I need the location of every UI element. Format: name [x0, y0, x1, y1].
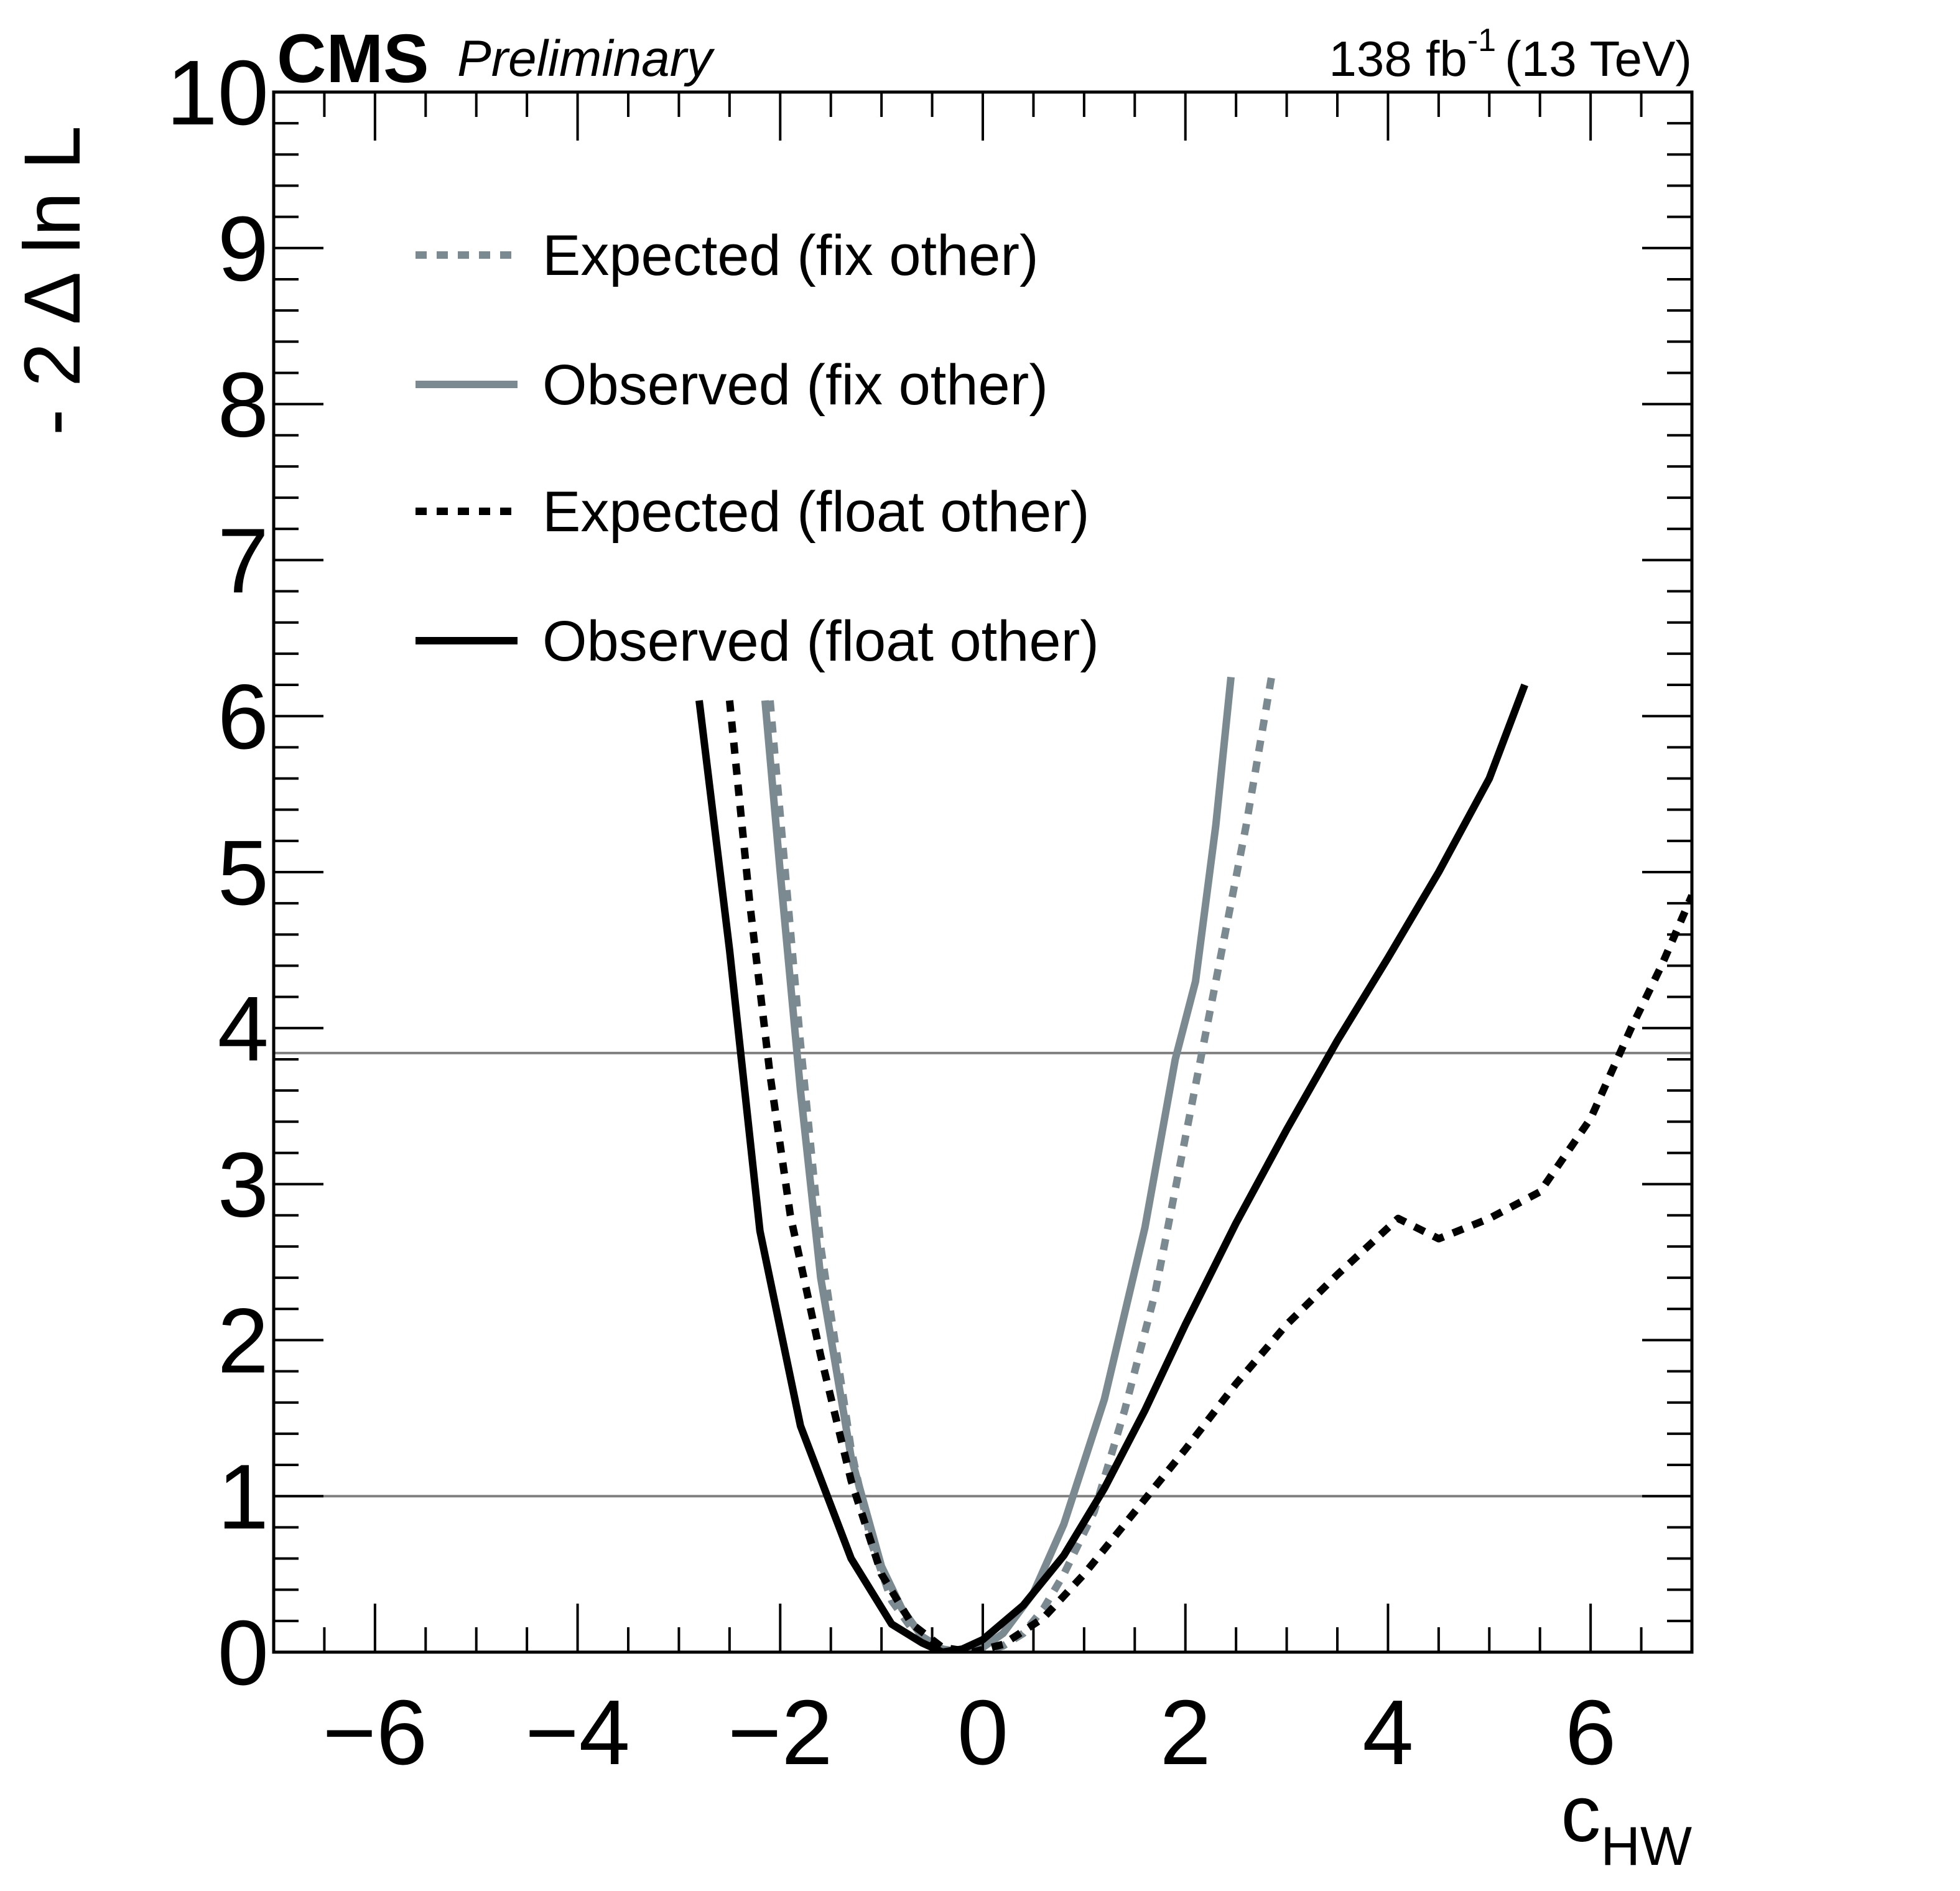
lumi-value: 138 fb [1329, 31, 1467, 86]
x-tick-label: 4 [1362, 1681, 1413, 1784]
y-tick-label: 10 [166, 42, 269, 144]
axis-ticks [272, 91, 1693, 1653]
chart-header: CMS Preliminary 138 fb-1 (13 TeV) [277, 21, 1692, 97]
y-tick-label: 5 [218, 822, 269, 924]
y-tick-label: 1 [218, 1446, 269, 1548]
energy-label: (13 TeV) [1505, 31, 1692, 86]
y-tick-label: 9 [218, 198, 269, 300]
y-tick-label: 8 [218, 354, 269, 457]
y-tick-label: 3 [218, 1134, 269, 1237]
x-tick-label: 0 [957, 1681, 1008, 1784]
x-tick-label: 6 [1565, 1681, 1616, 1784]
x-tick-label: 2 [1160, 1681, 1211, 1784]
y-tick-label: 0 [218, 1602, 269, 1704]
plot-area: −6 −4 −2 0 2 4 6 0 1 2 3 4 5 6 7 8 9 10 [166, 42, 1694, 1784]
y-tick-label: 6 [218, 666, 269, 768]
y-tick-label: 4 [218, 978, 269, 1080]
x-axis-title-main: c [1561, 1770, 1600, 1859]
lumi-label: 138 fb-1 (13 TeV) [1329, 22, 1692, 86]
x-tick-labels: −6 −4 −2 0 2 4 6 [322, 1681, 1616, 1784]
x-axis-title: cHW [1561, 1770, 1692, 1877]
series-line-4 [695, 683, 1528, 1652]
x-tick-label: −6 [322, 1681, 427, 1784]
legend-label-3: Expected (float other) [542, 480, 1090, 544]
x-tick-label: −2 [728, 1681, 833, 1784]
legend: Expected (fix other) Observed (fix other)… [416, 224, 1099, 673]
legend-label-4: Observed (float other) [542, 610, 1099, 673]
y-axis-title: - 2 Δ ln L [8, 126, 97, 435]
series-layer [695, 676, 1692, 1652]
legend-label-1: Expected (fix other) [542, 224, 1039, 287]
series-line-3 [725, 700, 1692, 1652]
reference-lines [274, 1051, 1692, 1498]
legend-label-2: Observed (fix other) [542, 353, 1048, 417]
x-axis-title-subscript: HW [1600, 1815, 1692, 1877]
y-tick-label: 7 [218, 509, 269, 612]
series-line-1 [766, 676, 1276, 1652]
lumi-exponent: -1 [1467, 22, 1496, 58]
y-tick-labels: 0 1 2 3 4 5 6 7 8 9 10 [166, 42, 269, 1704]
status-label: Preliminary [457, 30, 715, 87]
x-tick-label: −4 [525, 1681, 630, 1784]
plot-frame [272, 90, 1694, 1654]
y-tick-label: 2 [218, 1289, 269, 1392]
experiment-label: CMS [277, 21, 429, 97]
